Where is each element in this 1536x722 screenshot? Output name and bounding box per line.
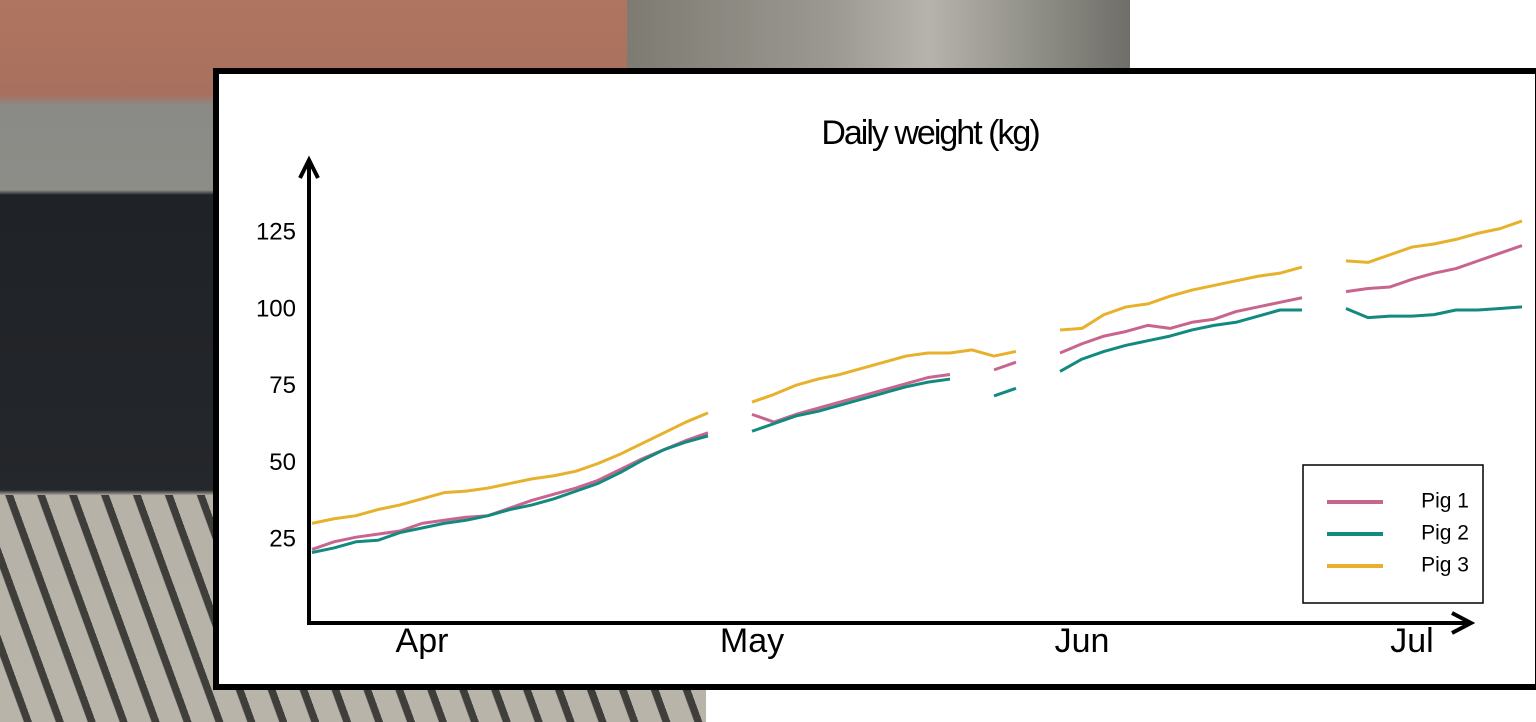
y-tick-label: 50: [269, 449, 296, 476]
y-tick-label: 125: [256, 219, 296, 246]
x-tick-label: Apr: [396, 622, 449, 660]
y-tick-label: 25: [269, 526, 296, 553]
y-axis-arrow: [298, 155, 320, 179]
legend-label: Pig 3: [1421, 554, 1469, 577]
legend-label: Pig 1: [1421, 490, 1469, 513]
line-series: [311, 305, 1523, 554]
legend-label: Pig 2: [1421, 522, 1469, 545]
x-tick-label: Jun: [1055, 622, 1110, 660]
y-tick-label: 100: [256, 295, 296, 322]
x-tick-label: Jul: [1390, 622, 1433, 660]
background-photo-top: [627, 0, 1130, 70]
y-tick-label: 75: [269, 372, 296, 399]
x-tick-label: May: [720, 622, 784, 660]
line-series: [311, 244, 1523, 551]
x-axis-arrow: [1451, 611, 1476, 635]
chart-title: Daily weight (kg): [821, 114, 1039, 152]
line-series: [311, 219, 1523, 525]
